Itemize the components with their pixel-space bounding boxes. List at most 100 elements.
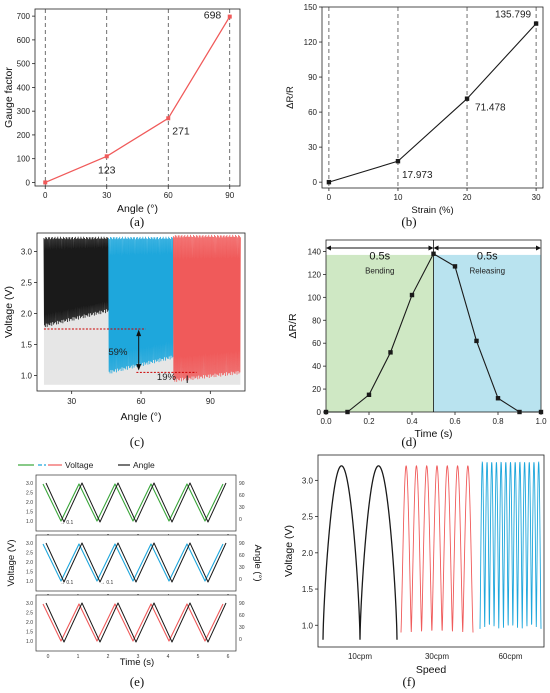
x-tick-label-d: 0.8 — [492, 417, 504, 426]
x-axis-label-b: Strain (%) — [411, 205, 453, 216]
data-label-a: 271 — [172, 125, 190, 137]
y-axis-label-c: Voltage (V) — [3, 286, 15, 338]
y2-tick-label-e: 30 — [239, 625, 245, 631]
x-tick-label-d: 0.2 — [363, 417, 375, 426]
plot-frame-b — [321, 6, 544, 189]
x-tick-label-c: 60 — [137, 397, 146, 406]
y-tick-label-b: 150 — [304, 3, 318, 12]
data-point-d — [474, 338, 479, 344]
x-tick-label-a: 30 — [102, 191, 111, 200]
angle-trace-e — [45, 602, 227, 643]
y-tick-label-e: 2.5 — [26, 611, 33, 617]
y-tick-label-d: 60 — [312, 339, 321, 348]
releasing-region-d — [433, 254, 541, 412]
data-point-a — [43, 180, 48, 185]
bending-region-d — [326, 254, 434, 412]
x-tick-label-e: 6 — [227, 654, 230, 660]
y-tick-label-d: 120 — [308, 270, 322, 279]
y-tick-label-e: 2.0 — [26, 500, 33, 506]
y-tick-label-a: 100 — [17, 155, 31, 164]
panel-label-d: (d) — [401, 434, 416, 449]
angle-trace-e — [45, 482, 227, 523]
x-tick-label-c: 90 — [206, 397, 215, 406]
y-tick-label-e: 1.5 — [26, 570, 33, 576]
y-tick-label-a: 500 — [17, 60, 31, 69]
annotation-e: → 0.1 — [100, 580, 114, 586]
data-point-d — [366, 392, 372, 397]
arrowhead-d — [326, 245, 331, 251]
y-tick-label-b: 0 — [313, 178, 318, 187]
x-tick-label-e: 1 — [77, 654, 80, 660]
annotation-e: → 0.1 — [60, 580, 74, 586]
y-tick-label-b: 60 — [308, 108, 317, 117]
y-tick-label-f: 1.0 — [302, 621, 314, 630]
signal-trace-f — [400, 464, 474, 633]
legend-voltage: Voltage — [65, 460, 94, 470]
x-tick-label-b: 0 — [327, 193, 332, 202]
y-tick-label-c: 3.0 — [21, 248, 33, 257]
panel-label-e: (e) — [130, 674, 144, 689]
x-axis-label-f: Speed — [416, 664, 447, 676]
data-point-d — [345, 409, 350, 415]
y-tick-label-e: 2.5 — [26, 491, 33, 497]
voltage-trace-e — [42, 603, 224, 642]
x-tick-label-b: 10 — [394, 193, 403, 202]
y-axis-label-b: ΔR/R — [285, 86, 296, 109]
y-tick-label-a: 700 — [17, 12, 31, 21]
category-label-f: 60cpm — [498, 652, 522, 661]
data-point-d — [431, 251, 436, 256]
y-axis-label-f: Voltage (V) — [283, 525, 295, 577]
y-tick-label-b: 30 — [308, 143, 317, 152]
y-tick-label-e: 1.0 — [26, 579, 33, 585]
x-tick-label-d: 0.4 — [406, 417, 418, 426]
data-point-d — [452, 264, 458, 269]
x-tick-label-e: 4 — [167, 654, 170, 660]
signal-trace-f — [322, 465, 398, 640]
arrowhead-c — [136, 364, 142, 371]
y-axis-label-d: ΔR/R — [287, 313, 299, 339]
data-point-d — [409, 292, 415, 298]
y-tick-label-a: 400 — [17, 83, 31, 92]
series-line-b — [328, 23, 537, 183]
y-tick-label-c: 2.0 — [21, 310, 33, 319]
data-label-b: 135.799 — [495, 10, 532, 21]
y2-tick-label-e: 60 — [239, 493, 245, 499]
y-tick-label-d: 100 — [308, 293, 322, 302]
arrowhead-c — [136, 329, 142, 337]
y-tick-label-a: 200 — [17, 131, 31, 140]
panel-label-a: (a) — [130, 214, 144, 229]
y-tick-label-b: 90 — [308, 73, 317, 82]
signal-trace-c — [172, 234, 241, 382]
x-axis-label-a: Angle (°) — [117, 203, 158, 215]
x-tick-label-a: 0 — [43, 191, 48, 200]
y2-tick-label-e: 60 — [239, 553, 245, 559]
data-label-a: 123 — [98, 164, 116, 176]
annotation-19-c: 19% — [157, 372, 177, 383]
y2-tick-label-e: 30 — [239, 505, 245, 511]
series-line-a — [44, 16, 231, 184]
y2-tick-label-e: 0 — [239, 517, 242, 523]
region-label-releasing-d: Releasing — [469, 266, 505, 275]
region-label-bending-d: Bending — [365, 266, 394, 275]
region-duration-releasing-d: 0.5s — [477, 250, 498, 262]
x-tick-label-d: 0.6 — [449, 417, 461, 426]
y2-tick-label-e: 0 — [239, 577, 242, 583]
data-label-b: 71.478 — [475, 103, 506, 114]
y-tick-label-c: 1.5 — [21, 341, 33, 350]
y-axis-label-e: Voltage (V) — [6, 540, 17, 587]
data-point-d — [388, 350, 393, 355]
data-point-b — [326, 179, 332, 185]
y-tick-label-a: 0 — [26, 178, 31, 187]
y2-tick-label-e: 30 — [239, 565, 245, 571]
y-tick-label-c: 2.5 — [21, 279, 33, 288]
y2-tick-label-e: 0 — [239, 637, 242, 643]
y-tick-label-e: 1.0 — [26, 639, 33, 645]
x-tick-label-b: 20 — [463, 193, 472, 202]
panel-label-c: (c) — [130, 434, 144, 449]
y-tick-label-f: 2.0 — [302, 549, 314, 558]
data-point-b — [533, 21, 539, 26]
y-tick-label-e: 2.0 — [26, 620, 33, 626]
y-tick-label-e: 3.0 — [26, 481, 33, 487]
data-point-b — [395, 158, 401, 164]
annotation-e: → 0.1 — [60, 520, 74, 526]
